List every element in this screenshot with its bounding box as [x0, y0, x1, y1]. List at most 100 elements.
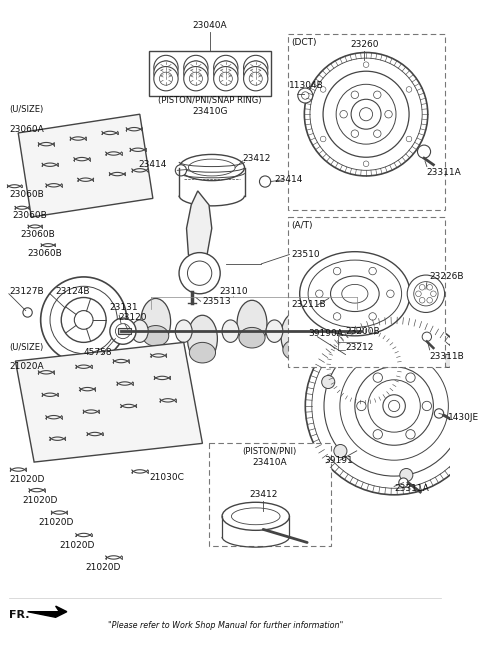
Text: 21020D: 21020D — [22, 496, 57, 505]
Circle shape — [312, 323, 477, 488]
Text: 23412: 23412 — [242, 154, 271, 162]
Text: 21020A: 21020A — [9, 362, 44, 371]
Circle shape — [340, 110, 348, 118]
Ellipse shape — [141, 299, 170, 345]
Circle shape — [351, 130, 359, 138]
Text: 23311A: 23311A — [394, 484, 429, 493]
Text: 23060B: 23060B — [9, 190, 44, 199]
Circle shape — [373, 430, 383, 439]
Text: 23211B: 23211B — [291, 301, 326, 310]
Circle shape — [420, 297, 425, 303]
Ellipse shape — [132, 320, 148, 342]
Circle shape — [363, 161, 369, 167]
Circle shape — [351, 99, 381, 129]
Text: 23226B: 23226B — [430, 273, 464, 282]
Circle shape — [388, 400, 400, 411]
Ellipse shape — [222, 502, 289, 530]
Text: 23311A: 23311A — [427, 168, 462, 177]
Bar — [288, 34, 444, 209]
Circle shape — [331, 333, 398, 400]
Text: 21030C: 21030C — [149, 473, 184, 482]
Circle shape — [418, 145, 431, 158]
Text: 23124B: 23124B — [56, 288, 90, 297]
Circle shape — [175, 165, 187, 176]
Circle shape — [74, 310, 93, 329]
Circle shape — [333, 267, 341, 275]
Circle shape — [383, 394, 405, 417]
Circle shape — [336, 84, 396, 144]
Text: 23060B: 23060B — [20, 230, 55, 239]
Circle shape — [369, 267, 376, 275]
Ellipse shape — [189, 159, 235, 176]
Text: (PISTON/PNI): (PISTON/PNI) — [242, 447, 297, 456]
Text: (DCT): (DCT) — [291, 38, 317, 46]
Circle shape — [368, 379, 420, 432]
Bar — [149, 51, 271, 96]
Text: 45758: 45758 — [84, 348, 112, 357]
Circle shape — [340, 351, 448, 460]
Circle shape — [406, 430, 415, 439]
Ellipse shape — [175, 320, 192, 342]
Circle shape — [373, 373, 383, 382]
Text: (U/SIZE): (U/SIZE) — [9, 105, 43, 114]
Circle shape — [116, 323, 131, 338]
Circle shape — [427, 297, 432, 303]
Circle shape — [304, 53, 428, 176]
Circle shape — [406, 87, 412, 92]
Circle shape — [431, 291, 436, 297]
Circle shape — [305, 317, 480, 495]
Ellipse shape — [189, 342, 216, 363]
Polygon shape — [18, 114, 153, 217]
Circle shape — [385, 110, 392, 118]
Circle shape — [399, 478, 408, 487]
Circle shape — [422, 401, 432, 411]
Circle shape — [334, 445, 347, 458]
Circle shape — [454, 423, 467, 436]
Circle shape — [110, 318, 136, 344]
Circle shape — [184, 67, 208, 91]
Text: 21020D: 21020D — [39, 518, 74, 527]
Text: 23510: 23510 — [291, 250, 320, 259]
Circle shape — [154, 67, 178, 91]
Text: 23200B: 23200B — [346, 327, 380, 336]
Circle shape — [373, 91, 381, 98]
Circle shape — [406, 136, 412, 141]
Text: 39191: 39191 — [324, 456, 353, 465]
Text: "Please refer to Work Shop Manual for further information": "Please refer to Work Shop Manual for fu… — [108, 621, 343, 630]
Circle shape — [310, 58, 422, 170]
Circle shape — [360, 108, 372, 121]
Text: 23513: 23513 — [203, 297, 231, 306]
Circle shape — [189, 72, 203, 85]
Circle shape — [214, 55, 238, 80]
Text: (A/T): (A/T) — [291, 221, 313, 230]
Circle shape — [214, 67, 238, 91]
Text: 23412: 23412 — [249, 490, 277, 499]
Polygon shape — [15, 342, 203, 462]
Circle shape — [23, 308, 32, 317]
Circle shape — [420, 284, 425, 290]
Circle shape — [260, 176, 271, 187]
Polygon shape — [27, 606, 67, 617]
Text: 21020D: 21020D — [9, 475, 44, 484]
Text: 23410A: 23410A — [252, 458, 287, 467]
Circle shape — [322, 376, 335, 389]
Text: 23127B: 23127B — [9, 288, 44, 297]
Circle shape — [154, 55, 178, 80]
Circle shape — [357, 401, 366, 411]
Circle shape — [363, 62, 369, 67]
Text: 23120: 23120 — [118, 313, 147, 322]
Ellipse shape — [237, 301, 267, 347]
Circle shape — [179, 252, 220, 294]
Text: (PISTON/PNI/SNAP RING): (PISTON/PNI/SNAP RING) — [158, 96, 262, 106]
Circle shape — [323, 71, 409, 157]
Circle shape — [159, 72, 172, 85]
Circle shape — [441, 354, 455, 368]
Ellipse shape — [311, 320, 328, 342]
Polygon shape — [187, 191, 212, 267]
Circle shape — [243, 55, 268, 80]
Circle shape — [407, 275, 444, 312]
Text: 23060A: 23060A — [9, 125, 44, 134]
Circle shape — [159, 61, 172, 74]
Circle shape — [434, 409, 444, 418]
Ellipse shape — [222, 320, 239, 342]
